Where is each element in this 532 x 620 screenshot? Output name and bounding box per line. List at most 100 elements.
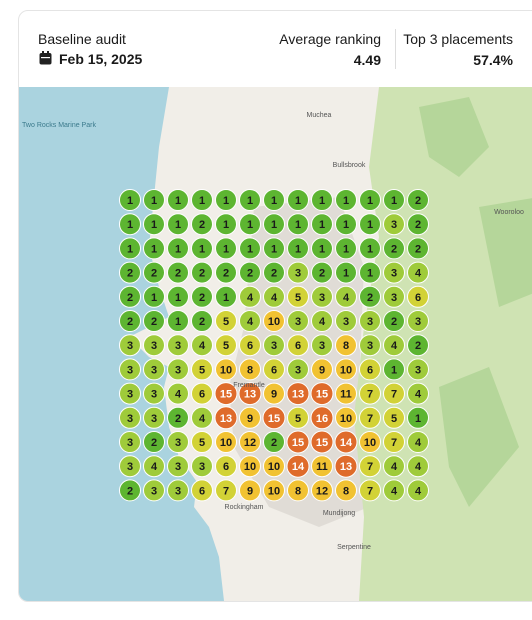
rank-label: 1 bbox=[151, 219, 157, 231]
rank-label: 8 bbox=[343, 485, 349, 497]
rank-marker bbox=[287, 237, 309, 260]
rank-label: 5 bbox=[295, 413, 301, 425]
rank-label: 10 bbox=[364, 437, 376, 449]
rank-marker bbox=[215, 358, 237, 381]
rank-marker bbox=[359, 479, 381, 502]
rank-marker bbox=[287, 358, 309, 381]
rank-marker bbox=[167, 285, 189, 308]
rank-marker bbox=[407, 479, 429, 502]
rank-marker bbox=[335, 310, 357, 332]
rank-marker bbox=[335, 189, 357, 211]
rank-label: 2 bbox=[127, 292, 133, 304]
rank-marker bbox=[215, 285, 237, 308]
rank-marker bbox=[191, 285, 213, 308]
rank-marker bbox=[239, 431, 261, 453]
rank-marker bbox=[215, 479, 237, 502]
rank-marker bbox=[239, 213, 261, 236]
rank-marker bbox=[239, 406, 261, 429]
rank-marker bbox=[383, 285, 405, 308]
rank-label: 1 bbox=[151, 292, 157, 304]
rank-label: 4 bbox=[391, 485, 398, 497]
rank-label: 2 bbox=[151, 437, 157, 449]
rank-label: 1 bbox=[223, 195, 229, 207]
map-label: Two Rocks Marine Park bbox=[22, 122, 96, 129]
rank-marker bbox=[359, 237, 381, 260]
rank-marker bbox=[383, 189, 405, 211]
rank-label: 1 bbox=[247, 243, 253, 255]
ranking-grid: 1 1 1 1 1 1 1 1 1 1 1 1 21 1 1 2 1 1 1 1 1 1 1 3 21 1 1 1 1 1 1 1 1 1 1 2 22… bbox=[119, 189, 429, 502]
rank-label: 2 bbox=[199, 219, 205, 231]
rank-label: 5 bbox=[199, 437, 205, 449]
rank-marker bbox=[239, 189, 261, 211]
rank-label: 7 bbox=[367, 389, 373, 401]
rank-marker bbox=[119, 189, 141, 211]
rank-label: 14 bbox=[340, 437, 353, 449]
rank-marker bbox=[191, 334, 213, 357]
rank-label: 1 bbox=[271, 219, 277, 231]
rank-label: 4 bbox=[391, 340, 398, 352]
rank-marker bbox=[335, 213, 357, 236]
rank-label: 3 bbox=[415, 364, 421, 376]
rank-marker bbox=[359, 406, 381, 429]
rank-marker bbox=[311, 455, 333, 478]
rank-label: 10 bbox=[268, 461, 280, 473]
rank-label: 4 bbox=[415, 437, 422, 449]
rank-label: 5 bbox=[391, 413, 397, 425]
rank-marker bbox=[334, 454, 358, 478]
rank-label: 1 bbox=[343, 243, 349, 255]
rank-label: 11 bbox=[316, 461, 328, 473]
rank-label: 3 bbox=[127, 364, 133, 376]
rank-label: 1 bbox=[199, 195, 205, 207]
rank-label: 4 bbox=[415, 485, 422, 497]
rank-marker bbox=[311, 334, 333, 357]
rank-marker bbox=[143, 406, 165, 429]
rank-marker bbox=[143, 382, 165, 405]
rank-marker bbox=[310, 406, 334, 430]
rank-marker bbox=[287, 310, 309, 332]
rank-label: 1 bbox=[223, 292, 229, 304]
audit-card: Baseline audit Feb 15, 2025 Average rank… bbox=[18, 10, 532, 602]
rank-marker bbox=[143, 455, 165, 478]
rank-label: 3 bbox=[295, 268, 301, 280]
rank-label: 1 bbox=[391, 195, 397, 207]
rank-label: 3 bbox=[127, 461, 133, 473]
rank-marker bbox=[335, 334, 357, 357]
rank-marker bbox=[383, 406, 405, 429]
rank-label: 2 bbox=[415, 340, 421, 352]
rank-label: 5 bbox=[223, 340, 229, 352]
rank-marker bbox=[263, 310, 285, 332]
map-label: Wooroloo bbox=[494, 209, 524, 216]
rank-label: 1 bbox=[343, 268, 349, 280]
rank-marker bbox=[311, 189, 333, 211]
rank-label: 7 bbox=[223, 485, 229, 497]
rank-label: 8 bbox=[343, 340, 349, 352]
rank-label: 1 bbox=[367, 243, 373, 255]
rank-label: 14 bbox=[292, 461, 305, 473]
rank-marker bbox=[407, 358, 429, 381]
rank-label: 3 bbox=[175, 461, 181, 473]
rank-marker bbox=[311, 358, 333, 381]
rank-label: 13 bbox=[244, 389, 256, 401]
rank-marker bbox=[287, 213, 309, 236]
rank-label: 6 bbox=[295, 340, 301, 352]
rank-label: 1 bbox=[175, 243, 181, 255]
rank-label: 4 bbox=[271, 292, 278, 304]
rank-marker bbox=[383, 455, 405, 478]
rank-label: 1 bbox=[247, 219, 253, 231]
rank-marker bbox=[167, 334, 189, 357]
rank-marker bbox=[407, 213, 429, 236]
rank-label: 1 bbox=[247, 195, 253, 207]
rank-label: 1 bbox=[295, 243, 301, 255]
rank-marker bbox=[214, 406, 238, 430]
rank-label: 10 bbox=[220, 437, 232, 449]
rank-label: 2 bbox=[151, 268, 157, 280]
rank-marker bbox=[167, 382, 189, 405]
rank-label: 11 bbox=[340, 389, 352, 401]
rank-marker bbox=[359, 431, 381, 453]
rank-marker bbox=[311, 237, 333, 260]
rank-label: 1 bbox=[319, 243, 325, 255]
rank-label: 1 bbox=[343, 195, 349, 207]
rank-marker bbox=[311, 310, 333, 332]
rank-label: 2 bbox=[391, 316, 397, 328]
rank-marker bbox=[383, 334, 405, 357]
